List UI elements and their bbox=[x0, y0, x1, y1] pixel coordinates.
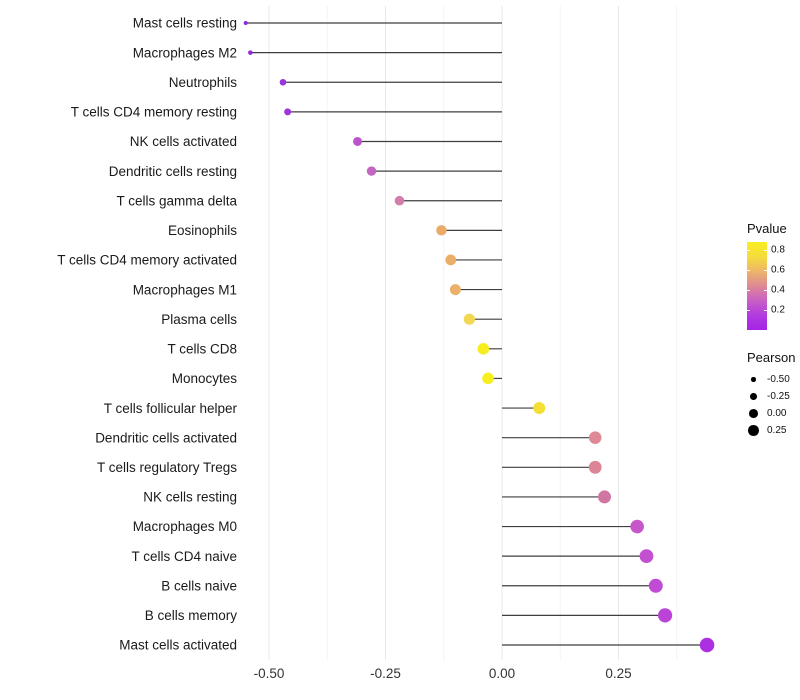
category-label: T cells CD4 naive bbox=[131, 549, 237, 564]
category-label: T cells gamma delta bbox=[116, 193, 237, 208]
lollipop-dot bbox=[477, 343, 490, 355]
category-label: Monocytes bbox=[172, 371, 238, 386]
pvalue-colorbar-tick bbox=[747, 309, 750, 311]
lollipop-dot bbox=[639, 549, 654, 564]
category-label: T cells CD4 memory resting bbox=[71, 105, 237, 120]
lollipop-dot bbox=[353, 136, 363, 146]
lollipop-dot bbox=[463, 313, 475, 325]
lollipop-dot bbox=[436, 225, 447, 236]
category-label: T cells follicular helper bbox=[104, 401, 238, 416]
lollipop-dot bbox=[366, 166, 377, 176]
pvalue-tick-label: 0.4 bbox=[771, 284, 785, 295]
pearson-dot-cell bbox=[747, 409, 760, 418]
lollipop-dot bbox=[243, 21, 248, 25]
pearson-legend: Pearson -0.50 -0.25 0.00 0.25 bbox=[740, 350, 795, 439]
pearson-legend-item: 0.00 bbox=[747, 405, 795, 422]
lollipop-dot bbox=[630, 519, 644, 534]
category-label: Neutrophils bbox=[169, 75, 238, 90]
category-label: Macrophages M0 bbox=[133, 519, 237, 534]
category-label: T cells CD8 bbox=[167, 342, 237, 357]
pearson-size-dot-icon bbox=[750, 393, 757, 400]
category-label: T cells CD4 memory activated bbox=[57, 253, 237, 268]
pearson-size-label: 0.25 bbox=[767, 425, 787, 436]
lollipop-dot bbox=[658, 608, 673, 623]
pvalue-colorbar-tick bbox=[764, 289, 767, 291]
lollipop-dot bbox=[648, 578, 663, 593]
x-tick-label: 0.25 bbox=[605, 666, 631, 681]
category-label: Eosinophils bbox=[168, 223, 237, 238]
pearson-dot-cell bbox=[747, 377, 760, 382]
pearson-size-dot-icon bbox=[748, 425, 759, 436]
category-label: B cells naive bbox=[161, 578, 237, 593]
category-label: Macrophages M2 bbox=[133, 45, 237, 60]
pvalue-colorbar-labels: 0.8 0.6 0.4 0.2 bbox=[771, 242, 800, 330]
lollipop-dot bbox=[598, 490, 612, 504]
pearson-legend-items: -0.50 -0.25 0.00 0.25 bbox=[740, 371, 795, 439]
pearson-size-dot-icon bbox=[751, 377, 756, 382]
lollipop-dot bbox=[449, 284, 461, 296]
pvalue-colorbar-tick bbox=[764, 309, 767, 311]
pearson-legend-title: Pearson bbox=[747, 350, 796, 365]
lollipop-dot bbox=[284, 108, 292, 116]
pvalue-tick-label: 0.8 bbox=[771, 244, 785, 255]
pvalue-colorbar-tick bbox=[764, 269, 767, 271]
category-label: Mast cells activated bbox=[119, 638, 237, 653]
category-label: Macrophages M1 bbox=[133, 282, 237, 297]
pearson-legend-item: 0.25 bbox=[747, 422, 795, 439]
pearson-dot-cell bbox=[747, 393, 760, 400]
pearson-legend-item: -0.50 bbox=[747, 371, 795, 388]
pvalue-legend-title: Pvalue bbox=[747, 221, 787, 236]
category-label: Dendritic cells activated bbox=[95, 430, 237, 445]
pearson-dot-cell bbox=[747, 425, 760, 436]
category-label: Mast cells resting bbox=[133, 16, 237, 31]
category-label: NK cells activated bbox=[130, 134, 237, 149]
pvalue-tick-label: 0.2 bbox=[771, 304, 785, 315]
pearson-legend-item: -0.25 bbox=[747, 388, 795, 405]
category-label: Dendritic cells resting bbox=[109, 164, 237, 179]
lollipop-dot bbox=[588, 431, 602, 444]
category-label: Plasma cells bbox=[161, 312, 237, 327]
pearson-size-label: -0.25 bbox=[767, 391, 790, 402]
pvalue-colorbar-tick bbox=[747, 249, 750, 251]
x-tick-label: -0.25 bbox=[370, 666, 401, 681]
pearson-size-label: -0.50 bbox=[767, 374, 790, 385]
pearson-size-dot-icon bbox=[749, 409, 758, 418]
lollipop-dot bbox=[588, 460, 602, 474]
pvalue-colorbar-tick bbox=[764, 249, 767, 251]
lollipop-dot bbox=[279, 78, 287, 86]
lollipop-dot bbox=[248, 50, 253, 55]
pvalue-colorbar-tick bbox=[747, 289, 750, 291]
lollipop-dot bbox=[445, 254, 457, 266]
x-tick-label: -0.50 bbox=[254, 666, 285, 681]
lollipop-dot bbox=[394, 195, 405, 206]
pvalue-colorbar bbox=[747, 242, 767, 330]
pearson-size-label: 0.00 bbox=[767, 408, 787, 419]
pvalue-legend: Pvalue 0.8 0.6 0.4 0.2 bbox=[740, 221, 800, 330]
category-label: NK cells resting bbox=[143, 490, 237, 505]
lollipop-dot bbox=[699, 637, 715, 653]
category-label: B cells memory bbox=[145, 608, 238, 623]
lollipop-dot bbox=[482, 372, 494, 385]
pvalue-colorbar-tick bbox=[747, 269, 750, 271]
lollipop-dot bbox=[533, 402, 546, 415]
pvalue-tick-label: 0.6 bbox=[771, 264, 785, 275]
category-label: T cells regulatory Tregs bbox=[97, 460, 237, 475]
x-tick-label: 0.00 bbox=[489, 666, 515, 681]
